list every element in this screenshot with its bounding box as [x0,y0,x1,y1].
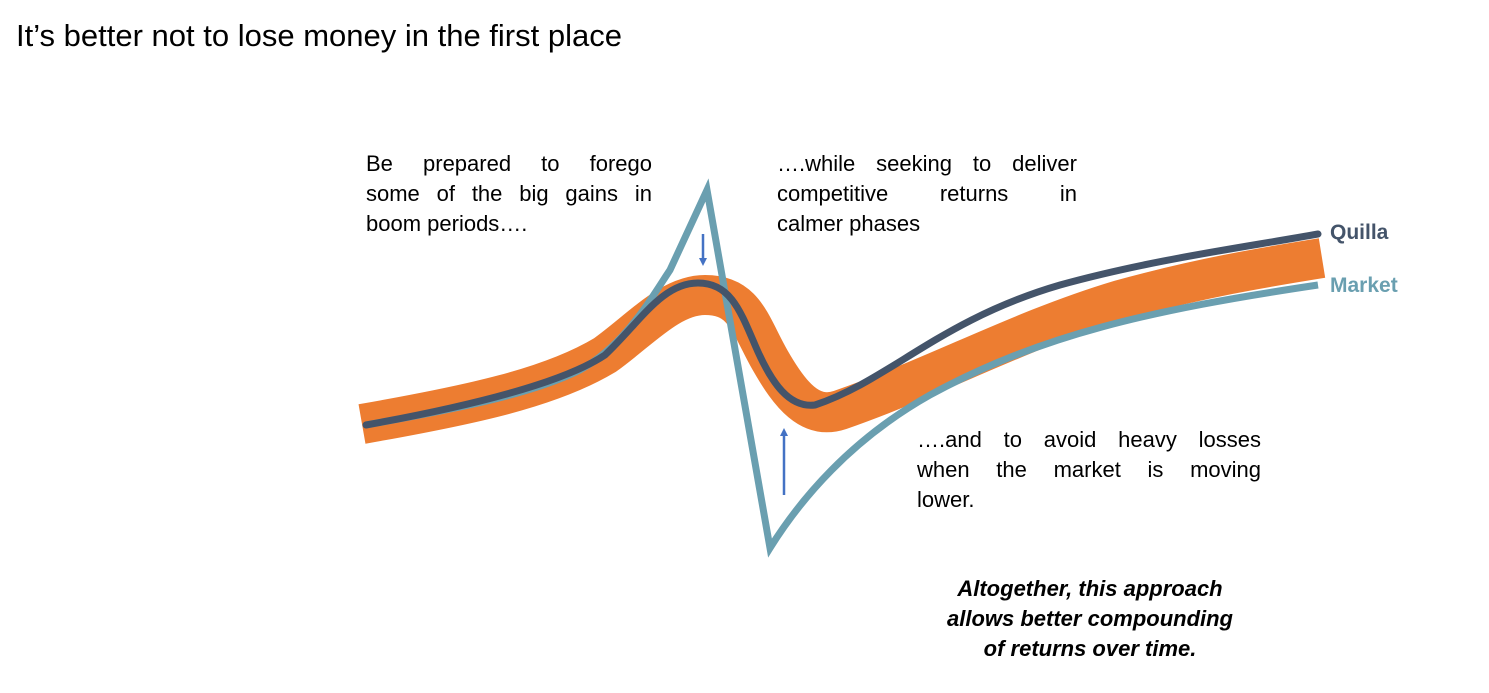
note-boom-periods: Be prepared to forego some of the big ga… [366,149,652,239]
summary-line: Altogether, this approach [957,576,1223,601]
note-line: competitive returns in [777,181,1077,206]
legend-market: Market [1330,274,1398,297]
note-line: boom periods…. [366,211,528,236]
note-line: ….while seeking to deliver [777,151,1077,176]
summary-line: allows better compounding [946,606,1233,631]
note-line: ….and to avoid heavy losses [917,427,1261,452]
note-line: some of the big gains in [366,181,652,206]
note-avoid-losses: ….and to avoid heavy losses when the mar… [917,425,1261,515]
note-calmer-phases: ….while seeking to deliver competitive r… [777,149,1077,239]
note-line: lower. [917,487,975,512]
quilla-line [362,230,1322,429]
summary-statement: Altogether, this approach allows better … [890,574,1290,664]
note-line: Be prepared to forego [366,151,652,176]
legend-quilla: Quilla [1330,221,1389,244]
page-title: It’s better not to lose money in the fir… [16,18,622,53]
summary-line: of returns over time. [983,636,1197,661]
note-line: calmer phases [777,211,921,236]
note-line: when the market is moving [917,457,1261,482]
